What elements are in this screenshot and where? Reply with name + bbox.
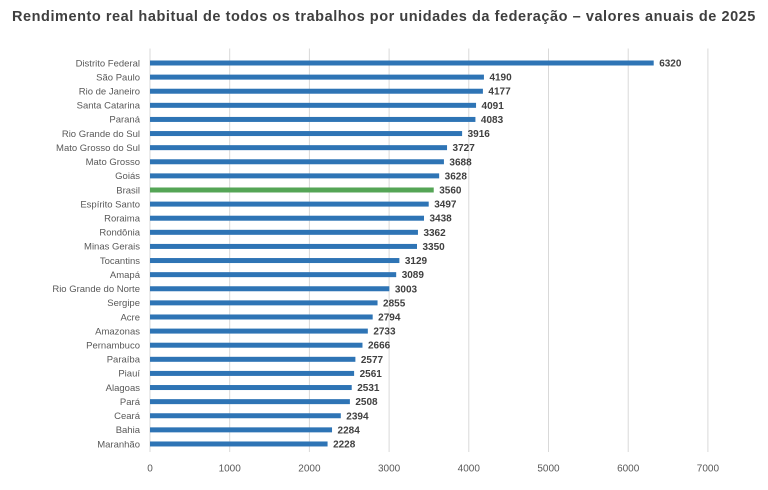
svg-text:Rio de Janeiro: Rio de Janeiro [79,87,140,98]
svg-text:2000: 2000 [298,464,321,475]
svg-text:3916: 3916 [468,129,491,140]
svg-text:Brasil: Brasil [116,185,140,196]
svg-text:6000: 6000 [617,464,640,475]
svg-text:3497: 3497 [434,200,457,211]
svg-text:Distrito Federal: Distrito Federal [76,58,140,69]
svg-text:4083: 4083 [481,115,504,126]
svg-text:2855: 2855 [383,298,406,309]
svg-text:Espírito Santo: Espírito Santo [80,199,140,210]
svg-text:6320: 6320 [659,59,682,70]
svg-text:3560: 3560 [439,185,462,196]
svg-text:3003: 3003 [395,284,418,295]
svg-text:Goiás: Goiás [115,171,140,182]
svg-text:2394: 2394 [346,411,369,422]
svg-text:Paraná: Paraná [109,115,140,126]
svg-text:2794: 2794 [378,312,401,323]
svg-text:2666: 2666 [368,341,391,352]
svg-text:4190: 4190 [489,73,512,84]
svg-text:Sergipe: Sergipe [107,298,140,309]
svg-text:4177: 4177 [488,87,511,98]
svg-text:4000: 4000 [458,464,481,475]
svg-text:4091: 4091 [482,101,505,112]
svg-text:Rendimento real habitual de to: Rendimento real habitual de todos os tra… [12,9,756,25]
svg-text:São Paulo: São Paulo [96,72,140,83]
svg-text:3688: 3688 [449,157,472,168]
svg-text:Roraima: Roraima [104,214,141,225]
svg-text:Piauí: Piauí [118,369,140,380]
svg-text:3628: 3628 [445,171,468,182]
svg-text:Paraíba: Paraíba [107,355,141,366]
svg-text:Acre: Acre [120,312,140,323]
svg-text:2531: 2531 [357,383,380,394]
svg-text:2284: 2284 [338,425,361,436]
svg-text:2228: 2228 [333,439,356,450]
svg-text:3000: 3000 [378,464,401,475]
svg-text:Mato Grosso: Mato Grosso [86,157,140,168]
svg-text:Rio Grande do Norte: Rio Grande do Norte [52,284,140,295]
svg-text:Minas Gerais: Minas Gerais [84,242,140,253]
svg-text:Alagoas: Alagoas [106,383,141,394]
svg-text:7000: 7000 [697,464,720,475]
svg-text:Amazonas: Amazonas [95,326,140,337]
svg-text:Tocantins: Tocantins [100,256,140,267]
svg-text:Pará: Pará [120,397,141,408]
svg-text:3350: 3350 [423,242,446,253]
svg-text:Rondônia: Rondônia [99,228,140,239]
svg-text:2733: 2733 [373,327,396,338]
svg-text:Amapá: Amapá [110,270,141,281]
svg-text:3089: 3089 [402,270,425,281]
svg-text:3438: 3438 [430,214,453,225]
svg-text:Maranhão: Maranhão [97,439,140,450]
svg-text:3129: 3129 [405,256,428,267]
svg-text:Rio Grande do Sul: Rio Grande do Sul [62,129,140,140]
svg-text:Santa Catarina: Santa Catarina [77,101,141,112]
svg-text:Ceará: Ceará [114,411,141,422]
svg-text:5000: 5000 [537,464,560,475]
svg-text:2561: 2561 [360,369,383,380]
svg-text:Bahia: Bahia [116,425,141,436]
svg-text:3727: 3727 [453,143,476,154]
svg-text:1000: 1000 [219,464,242,475]
svg-text:0: 0 [147,464,153,475]
svg-text:Mato Grosso do Sul: Mato Grosso do Sul [56,143,140,154]
svg-text:2577: 2577 [361,355,384,366]
svg-text:2508: 2508 [355,397,378,408]
svg-text:3362: 3362 [423,228,446,239]
svg-text:Pernambuco: Pernambuco [86,341,140,352]
